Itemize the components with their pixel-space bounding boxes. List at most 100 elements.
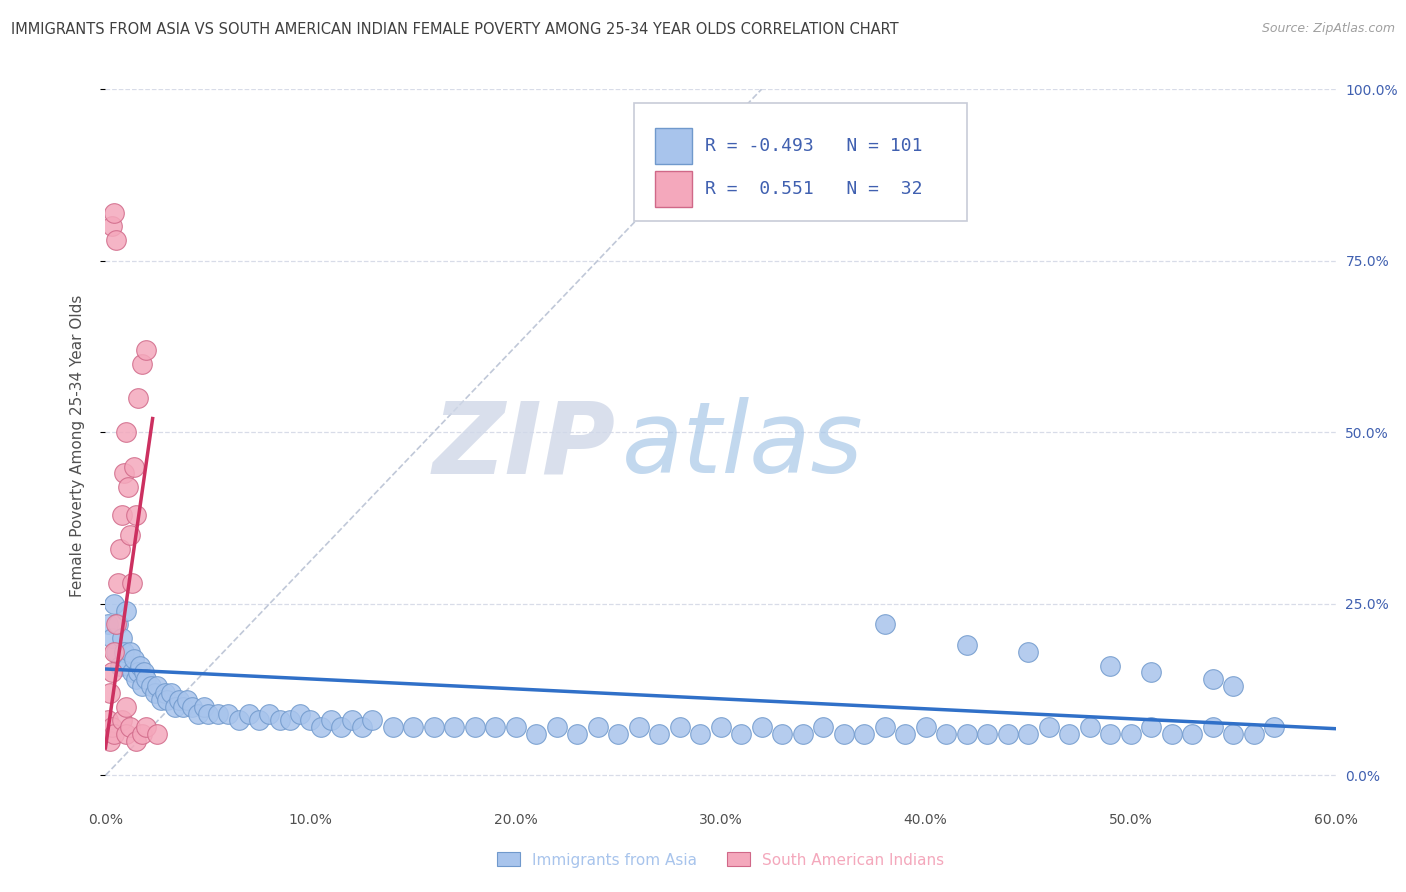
Point [104,645,127,659]
Point [1078,720,1101,734]
Point [935,727,957,741]
Point [156,693,179,707]
Point [115,604,138,618]
Point [259,706,281,721]
Point [112,645,135,659]
Point [115,699,138,714]
Point [524,727,547,741]
Point [180,699,202,714]
Point [117,658,139,673]
Point [143,686,166,700]
Point [111,631,134,645]
Point [484,720,506,734]
Point [1099,658,1122,673]
Point [165,699,187,714]
Point [112,467,135,481]
Point [464,720,486,734]
Point [1057,727,1080,741]
Point [340,714,363,728]
Point [1038,720,1060,734]
Point [710,720,733,734]
Point [120,720,141,734]
Point [627,720,650,734]
Point [127,665,149,680]
Point [238,706,260,721]
Point [135,673,157,687]
Point [1140,665,1163,680]
Point [98,686,121,700]
Text: IMMIGRANTS FROM ASIA VS SOUTH AMERICAN INDIAN FEMALE POVERTY AMONG 25-34 YEAR OL: IMMIGRANTS FROM ASIA VS SOUTH AMERICAN I… [11,22,898,37]
FancyBboxPatch shape [655,128,692,164]
Legend: Immigrants from Asia, South American Indians: Immigrants from Asia, South American Ind… [491,847,950,873]
Text: atlas: atlas [621,398,863,494]
Point [422,720,444,734]
Point [135,343,157,357]
Point [127,391,149,405]
Point [218,706,240,721]
Point [505,720,527,734]
Point [1140,720,1163,734]
Point [160,686,183,700]
Point [586,720,609,734]
Point [149,693,172,707]
Point [1017,645,1039,659]
Point [330,720,353,734]
Point [103,727,125,741]
FancyBboxPatch shape [634,103,967,221]
Point [1243,727,1265,741]
Point [361,714,384,728]
Point [131,679,153,693]
Point [319,714,342,728]
Point [299,714,322,728]
Point [100,665,122,680]
Point [607,727,630,741]
Point [269,714,291,728]
Point [1099,727,1122,741]
Point [976,727,998,741]
Point [309,720,332,734]
Point [125,673,148,687]
Point [873,617,896,632]
Point [145,679,167,693]
Point [278,714,301,728]
Point [228,714,250,728]
Point [914,720,936,734]
Point [131,357,153,371]
Point [96,714,118,728]
FancyBboxPatch shape [655,171,692,207]
Point [1222,727,1244,741]
Point [134,665,156,680]
Point [1017,727,1039,741]
Point [187,706,209,721]
Point [770,727,793,741]
Point [792,727,814,741]
Point [730,727,752,741]
Point [689,727,711,741]
Point [1119,727,1142,741]
Point [290,706,312,721]
Point [125,734,148,748]
Point [131,727,153,741]
Point [443,720,465,734]
Point [1263,720,1285,734]
Point [169,693,191,707]
Point [668,720,690,734]
Point [120,645,141,659]
Point [117,480,139,494]
Point [172,699,194,714]
Point [96,617,118,632]
Point [894,727,917,741]
Point [1202,720,1225,734]
Point [111,508,134,522]
Point [122,459,145,474]
Point [247,714,270,728]
Point [648,727,671,741]
Point [197,706,219,721]
Point [98,734,121,748]
Point [402,720,425,734]
Point [139,679,162,693]
Point [111,714,134,728]
Point [153,686,176,700]
Text: R = -0.493   N = 101: R = -0.493 N = 101 [704,137,922,155]
Point [565,727,588,741]
